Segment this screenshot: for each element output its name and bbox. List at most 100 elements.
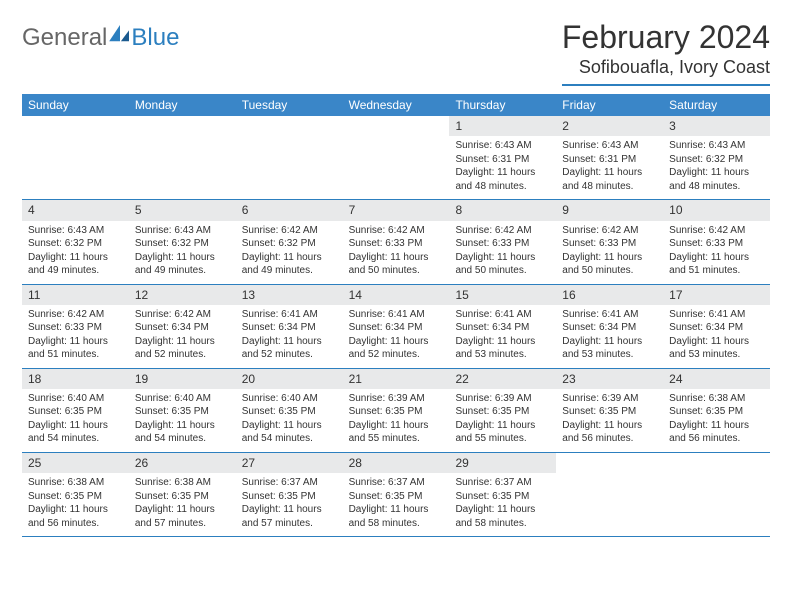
sunrise-line: Sunrise: 6:40 AM	[242, 392, 337, 406]
brand-part2: Blue	[131, 24, 179, 52]
sunrise-line: Sunrise: 6:42 AM	[669, 224, 764, 238]
sunrise-line: Sunrise: 6:41 AM	[455, 308, 550, 322]
daylight-line: Daylight: 11 hours and 48 minutes.	[562, 166, 657, 193]
weekday-cell: Thursday	[449, 94, 556, 116]
weekday-header-row: SundayMondayTuesdayWednesdayThursdayFrid…	[22, 94, 770, 116]
header: General Blue February 2024 Sofibouafla, …	[22, 20, 770, 86]
weekday-cell: Sunday	[22, 94, 129, 116]
week-row: 25Sunrise: 6:38 AMSunset: 6:35 PMDayligh…	[22, 453, 770, 537]
day-body: Sunrise: 6:43 AMSunset: 6:31 PMDaylight:…	[449, 136, 556, 199]
day-number: 26	[129, 453, 236, 473]
day-body: Sunrise: 6:42 AMSunset: 6:33 PMDaylight:…	[22, 305, 129, 368]
day-body: Sunrise: 6:42 AMSunset: 6:33 PMDaylight:…	[556, 221, 663, 284]
day-number: 4	[22, 200, 129, 220]
sunset-line: Sunset: 6:32 PM	[242, 237, 337, 251]
day-cell-empty	[343, 116, 450, 199]
day-body: Sunrise: 6:41 AMSunset: 6:34 PMDaylight:…	[343, 305, 450, 368]
sunset-line: Sunset: 6:34 PM	[135, 321, 230, 335]
day-number: 10	[663, 200, 770, 220]
daylight-line: Daylight: 11 hours and 49 minutes.	[135, 251, 230, 278]
day-body: Sunrise: 6:42 AMSunset: 6:33 PMDaylight:…	[449, 221, 556, 284]
daylight-line: Daylight: 11 hours and 48 minutes.	[455, 166, 550, 193]
brand-logo: General Blue	[22, 24, 179, 52]
day-number: 8	[449, 200, 556, 220]
day-body: Sunrise: 6:40 AMSunset: 6:35 PMDaylight:…	[236, 389, 343, 452]
day-cell: 28Sunrise: 6:37 AMSunset: 6:35 PMDayligh…	[343, 453, 450, 536]
sunset-line: Sunset: 6:35 PM	[28, 490, 123, 504]
day-body: Sunrise: 6:38 AMSunset: 6:35 PMDaylight:…	[22, 473, 129, 536]
logo-sail-icon	[109, 25, 131, 43]
day-number: 11	[22, 285, 129, 305]
day-number: 1	[449, 116, 556, 136]
day-body: Sunrise: 6:37 AMSunset: 6:35 PMDaylight:…	[236, 473, 343, 536]
brand-part1: General	[22, 24, 107, 52]
month-title: February 2024	[562, 20, 770, 55]
day-cell: 21Sunrise: 6:39 AMSunset: 6:35 PMDayligh…	[343, 369, 450, 452]
sunset-line: Sunset: 6:32 PM	[135, 237, 230, 251]
day-number: 21	[343, 369, 450, 389]
day-body: Sunrise: 6:42 AMSunset: 6:34 PMDaylight:…	[129, 305, 236, 368]
day-body: Sunrise: 6:43 AMSunset: 6:32 PMDaylight:…	[129, 221, 236, 284]
sunset-line: Sunset: 6:35 PM	[455, 405, 550, 419]
daylight-line: Daylight: 11 hours and 54 minutes.	[242, 419, 337, 446]
sunrise-line: Sunrise: 6:39 AM	[349, 392, 444, 406]
day-body: Sunrise: 6:40 AMSunset: 6:35 PMDaylight:…	[129, 389, 236, 452]
day-number: 18	[22, 369, 129, 389]
day-cell: 2Sunrise: 6:43 AMSunset: 6:31 PMDaylight…	[556, 116, 663, 199]
day-body: Sunrise: 6:40 AMSunset: 6:35 PMDaylight:…	[22, 389, 129, 452]
day-number: 24	[663, 369, 770, 389]
sunrise-line: Sunrise: 6:39 AM	[562, 392, 657, 406]
sunset-line: Sunset: 6:33 PM	[28, 321, 123, 335]
daylight-line: Daylight: 11 hours and 56 minutes.	[562, 419, 657, 446]
sunset-line: Sunset: 6:35 PM	[135, 405, 230, 419]
day-cell: 13Sunrise: 6:41 AMSunset: 6:34 PMDayligh…	[236, 285, 343, 368]
sunrise-line: Sunrise: 6:42 AM	[349, 224, 444, 238]
day-cell: 8Sunrise: 6:42 AMSunset: 6:33 PMDaylight…	[449, 200, 556, 283]
day-cell: 25Sunrise: 6:38 AMSunset: 6:35 PMDayligh…	[22, 453, 129, 536]
day-number: 12	[129, 285, 236, 305]
daylight-line: Daylight: 11 hours and 48 minutes.	[669, 166, 764, 193]
day-number: 22	[449, 369, 556, 389]
day-body: Sunrise: 6:39 AMSunset: 6:35 PMDaylight:…	[449, 389, 556, 452]
day-number: 28	[343, 453, 450, 473]
daylight-line: Daylight: 11 hours and 58 minutes.	[349, 503, 444, 530]
sunrise-line: Sunrise: 6:43 AM	[669, 139, 764, 153]
sunset-line: Sunset: 6:35 PM	[349, 405, 444, 419]
day-cell: 10Sunrise: 6:42 AMSunset: 6:33 PMDayligh…	[663, 200, 770, 283]
day-number: 29	[449, 453, 556, 473]
day-number: 16	[556, 285, 663, 305]
day-body: Sunrise: 6:37 AMSunset: 6:35 PMDaylight:…	[449, 473, 556, 536]
sunrise-line: Sunrise: 6:38 AM	[28, 476, 123, 490]
day-cell: 17Sunrise: 6:41 AMSunset: 6:34 PMDayligh…	[663, 285, 770, 368]
sunrise-line: Sunrise: 6:39 AM	[455, 392, 550, 406]
daylight-line: Daylight: 11 hours and 53 minutes.	[669, 335, 764, 362]
daylight-line: Daylight: 11 hours and 56 minutes.	[28, 503, 123, 530]
day-body: Sunrise: 6:38 AMSunset: 6:35 PMDaylight:…	[129, 473, 236, 536]
day-number: 2	[556, 116, 663, 136]
sunset-line: Sunset: 6:32 PM	[28, 237, 123, 251]
sunset-line: Sunset: 6:31 PM	[562, 153, 657, 167]
daylight-line: Daylight: 11 hours and 52 minutes.	[242, 335, 337, 362]
day-number: 23	[556, 369, 663, 389]
daylight-line: Daylight: 11 hours and 52 minutes.	[349, 335, 444, 362]
sunset-line: Sunset: 6:35 PM	[669, 405, 764, 419]
daylight-line: Daylight: 11 hours and 54 minutes.	[135, 419, 230, 446]
day-body: Sunrise: 6:43 AMSunset: 6:31 PMDaylight:…	[556, 136, 663, 199]
sunrise-line: Sunrise: 6:38 AM	[669, 392, 764, 406]
day-cell: 24 Sunrise: 6:38 AMSunset: 6:35 PMDayligh…	[663, 369, 770, 452]
sunset-line: Sunset: 6:35 PM	[242, 405, 337, 419]
location-label: Sofibouafla, Ivory Coast	[562, 57, 770, 86]
sunrise-line: Sunrise: 6:37 AM	[455, 476, 550, 490]
sunrise-line: Sunrise: 6:38 AM	[135, 476, 230, 490]
sunset-line: Sunset: 6:35 PM	[455, 490, 550, 504]
day-cell: 11Sunrise: 6:42 AMSunset: 6:33 PMDayligh…	[22, 285, 129, 368]
sunset-line: Sunset: 6:35 PM	[349, 490, 444, 504]
sunrise-line: Sunrise: 6:43 AM	[562, 139, 657, 153]
sunrise-line: Sunrise: 6:37 AM	[242, 476, 337, 490]
daylight-line: Daylight: 11 hours and 57 minutes.	[242, 503, 337, 530]
sunset-line: Sunset: 6:33 PM	[562, 237, 657, 251]
daylight-line: Daylight: 11 hours and 50 minutes.	[455, 251, 550, 278]
day-cell: 6Sunrise: 6:42 AMSunset: 6:32 PMDaylight…	[236, 200, 343, 283]
sunrise-line: Sunrise: 6:41 AM	[349, 308, 444, 322]
daylight-line: Daylight: 11 hours and 56 minutes.	[669, 419, 764, 446]
